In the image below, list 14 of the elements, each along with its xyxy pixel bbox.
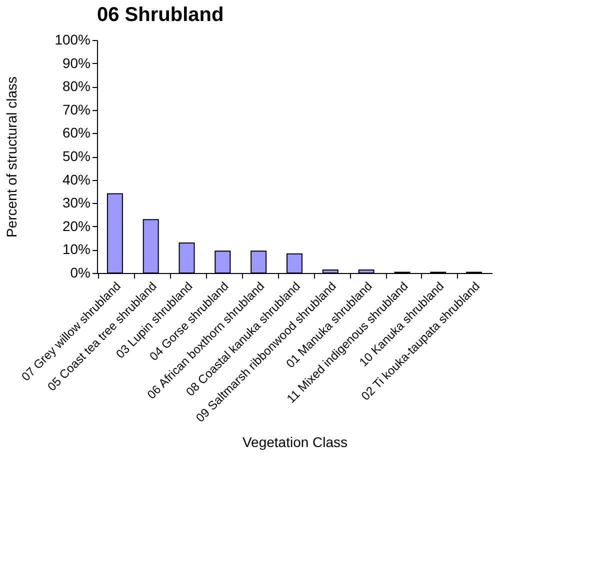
y-tick-label: 80% [62,78,90,94]
y-tick-label: 50% [62,148,90,164]
y-tick-label: 10% [62,241,90,258]
y-tick-label: 30% [62,194,90,211]
y-tick-label: 100% [54,32,90,48]
x-axis-title: Vegetation Class [242,434,348,450]
y-tick-label: 0% [70,264,90,280]
y-tick-label: 60% [62,124,90,141]
chart-title: 06 Shrubland [97,4,224,26]
y-axis-title: Percent of structural class [4,76,20,238]
y-tick-label: 90% [62,54,90,71]
y-tick-label: 20% [62,218,90,234]
y-tick-label: 40% [62,171,90,188]
y-tick-label: 70% [62,101,90,118]
